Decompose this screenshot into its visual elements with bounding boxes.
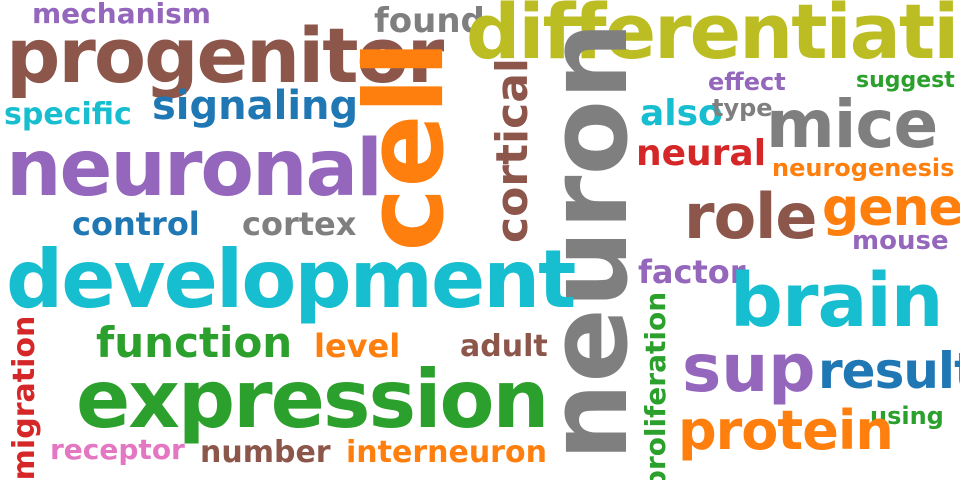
- word-found: found: [374, 1, 485, 41]
- word-suggest: suggest: [856, 68, 955, 93]
- word-sup: sup: [682, 330, 816, 407]
- word-neural: neural: [636, 133, 767, 174]
- word-specific: specific: [4, 97, 132, 132]
- word-brain: brain: [730, 258, 943, 344]
- word-cortex: cortex: [242, 205, 357, 243]
- word-factor: factor: [638, 253, 746, 291]
- word-mechanism: mechanism: [32, 0, 211, 30]
- word-protein: protein: [678, 399, 894, 462]
- word-type: type: [712, 94, 773, 122]
- word-role: role: [684, 180, 817, 253]
- word-mice: mice: [766, 86, 938, 163]
- word-gene: gene: [822, 178, 960, 238]
- word-signaling: signaling: [152, 83, 359, 129]
- word-interneuron: interneuron: [346, 435, 547, 470]
- word-level: level: [314, 327, 401, 365]
- word-receptor: receptor: [50, 433, 185, 466]
- word-result: result: [818, 342, 960, 400]
- word-number: number: [200, 435, 331, 470]
- word-control: control: [72, 205, 200, 243]
- word-progenitor: progenitor: [6, 11, 444, 100]
- word-mouse: mouse: [852, 226, 949, 256]
- word-using: using: [870, 402, 944, 430]
- word-differentiation: differentiation: [466, 0, 960, 76]
- word-proliferation: proliferation: [639, 291, 672, 480]
- word-effect: effect: [708, 68, 786, 96]
- word-function: function: [96, 318, 293, 367]
- word-neurogenesis: neurogenesis: [772, 154, 955, 182]
- word-expression: expression: [76, 353, 549, 446]
- word-also: also: [640, 93, 723, 134]
- word-neuronal: neuronal: [6, 124, 383, 214]
- word-development: development: [6, 233, 576, 326]
- word-adult: adult: [460, 329, 548, 364]
- word-migration: migration: [7, 315, 42, 480]
